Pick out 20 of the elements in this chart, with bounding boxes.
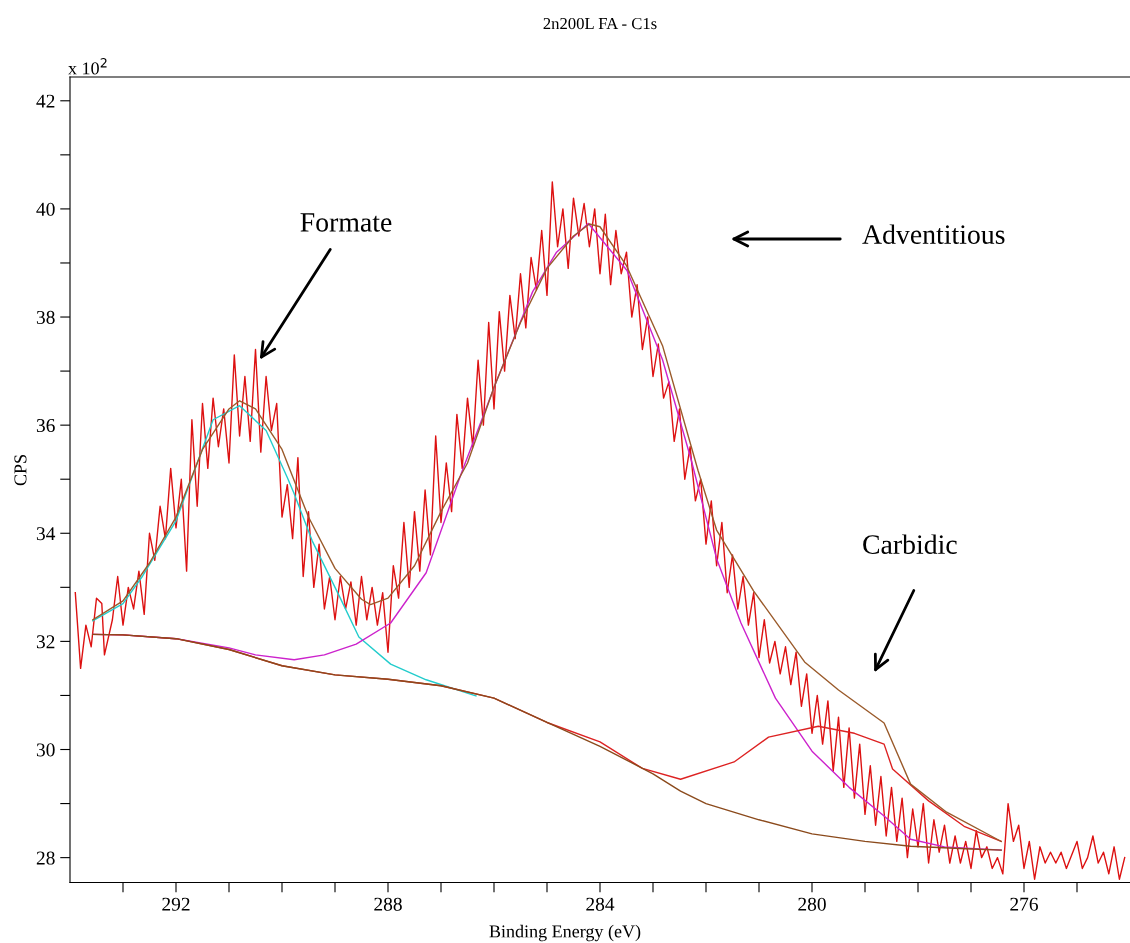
x-tick-label: 276 xyxy=(1010,897,1038,911)
x-tick-label: 280 xyxy=(798,897,826,911)
y-tick-label: 34 xyxy=(36,527,56,541)
annotation: Formate xyxy=(300,213,392,232)
x-axis-title: Binding Energy (eV) xyxy=(489,924,641,942)
annotation: Adventitious xyxy=(862,224,1005,244)
x-tick-label: 292 xyxy=(162,897,190,911)
y-tick-label: 42 xyxy=(36,94,55,108)
x-tick-label: 284 xyxy=(586,897,615,911)
y-tick-label: 32 xyxy=(36,635,55,649)
text: x 10$^{2}$ xyxy=(68,58,107,75)
y-tick-label: 28 xyxy=(36,851,55,865)
chart-title: 2n200L FA - C1s xyxy=(543,17,657,30)
y-tick-label: 40 xyxy=(36,202,55,216)
annotation: Carbidic xyxy=(863,534,957,554)
y-tick-label: 38 xyxy=(36,310,55,324)
y-tick-label: 30 xyxy=(36,743,55,757)
x-tick-label: 288 xyxy=(374,897,402,911)
y-axis-title: CPS xyxy=(14,455,27,486)
y-tick-label: 36 xyxy=(36,419,55,433)
